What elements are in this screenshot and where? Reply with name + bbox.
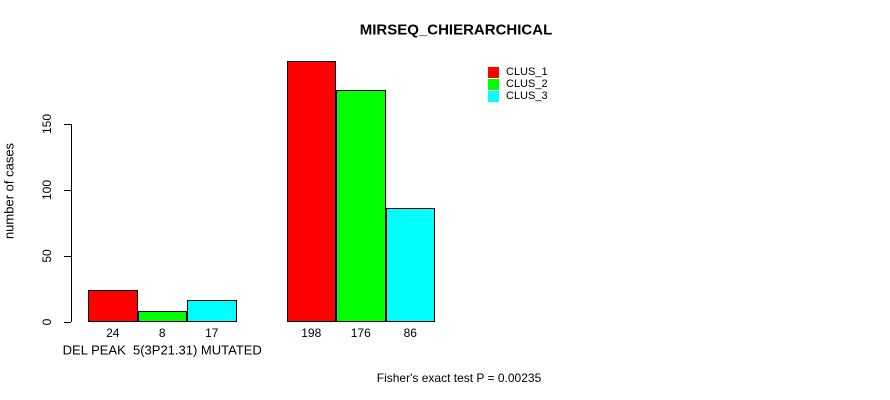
legend-label: CLUS_1	[506, 66, 548, 78]
bar-value-label: 86	[403, 326, 417, 340]
y-tick-label: 100	[40, 179, 54, 201]
bar-clus_2	[336, 89, 386, 322]
bar-clus_3	[385, 208, 435, 322]
y-tick-label: 0	[40, 318, 54, 326]
y-tick-mark	[64, 189, 71, 191]
y-tick-label: 150	[40, 113, 54, 135]
y-tick-label: 50	[40, 249, 54, 263]
bar-value-label: 176	[350, 326, 371, 340]
legend-label: CLUS_3	[506, 90, 548, 102]
y-tick-mark	[64, 123, 71, 125]
legend: CLUS_1 CLUS_2 CLUS_3	[488, 66, 548, 102]
y-axis-line	[71, 124, 72, 322]
y-tick-mark	[64, 255, 71, 257]
bar-clus_1	[286, 60, 336, 322]
legend-swatch	[488, 66, 499, 78]
legend-swatch	[488, 90, 499, 102]
footnote-text: Fisher's exact test P = 0.00235	[376, 371, 542, 385]
bar-clus_1	[88, 290, 138, 322]
chart-title: MIRSEQ_CHIERARCHICAL	[359, 21, 553, 39]
bar-value-label: 198	[301, 326, 322, 340]
bar-clus_3	[187, 299, 237, 322]
legend-label: CLUS_2	[506, 78, 548, 90]
legend-item-clus_3: CLUS_3	[488, 90, 548, 102]
y-tick-mark	[64, 321, 71, 323]
bar-clus_2	[137, 311, 187, 322]
bar-value-label: 8	[158, 326, 166, 340]
y-axis-label: number of cases	[1, 142, 17, 240]
x-group-label: DEL PEAK 5(3P21.31) MUTATED	[62, 342, 262, 358]
legend-swatch	[488, 78, 499, 90]
bar-value-label: 24	[106, 326, 120, 340]
legend-item-clus_2: CLUS_2	[488, 78, 548, 90]
bar-value-label: 17	[205, 326, 219, 340]
legend-item-clus_1: CLUS_1	[488, 66, 548, 78]
